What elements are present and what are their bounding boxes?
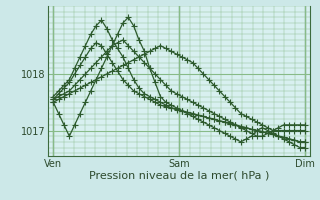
X-axis label: Pression niveau de la mer( hPa ): Pression niveau de la mer( hPa ) [89,170,269,180]
